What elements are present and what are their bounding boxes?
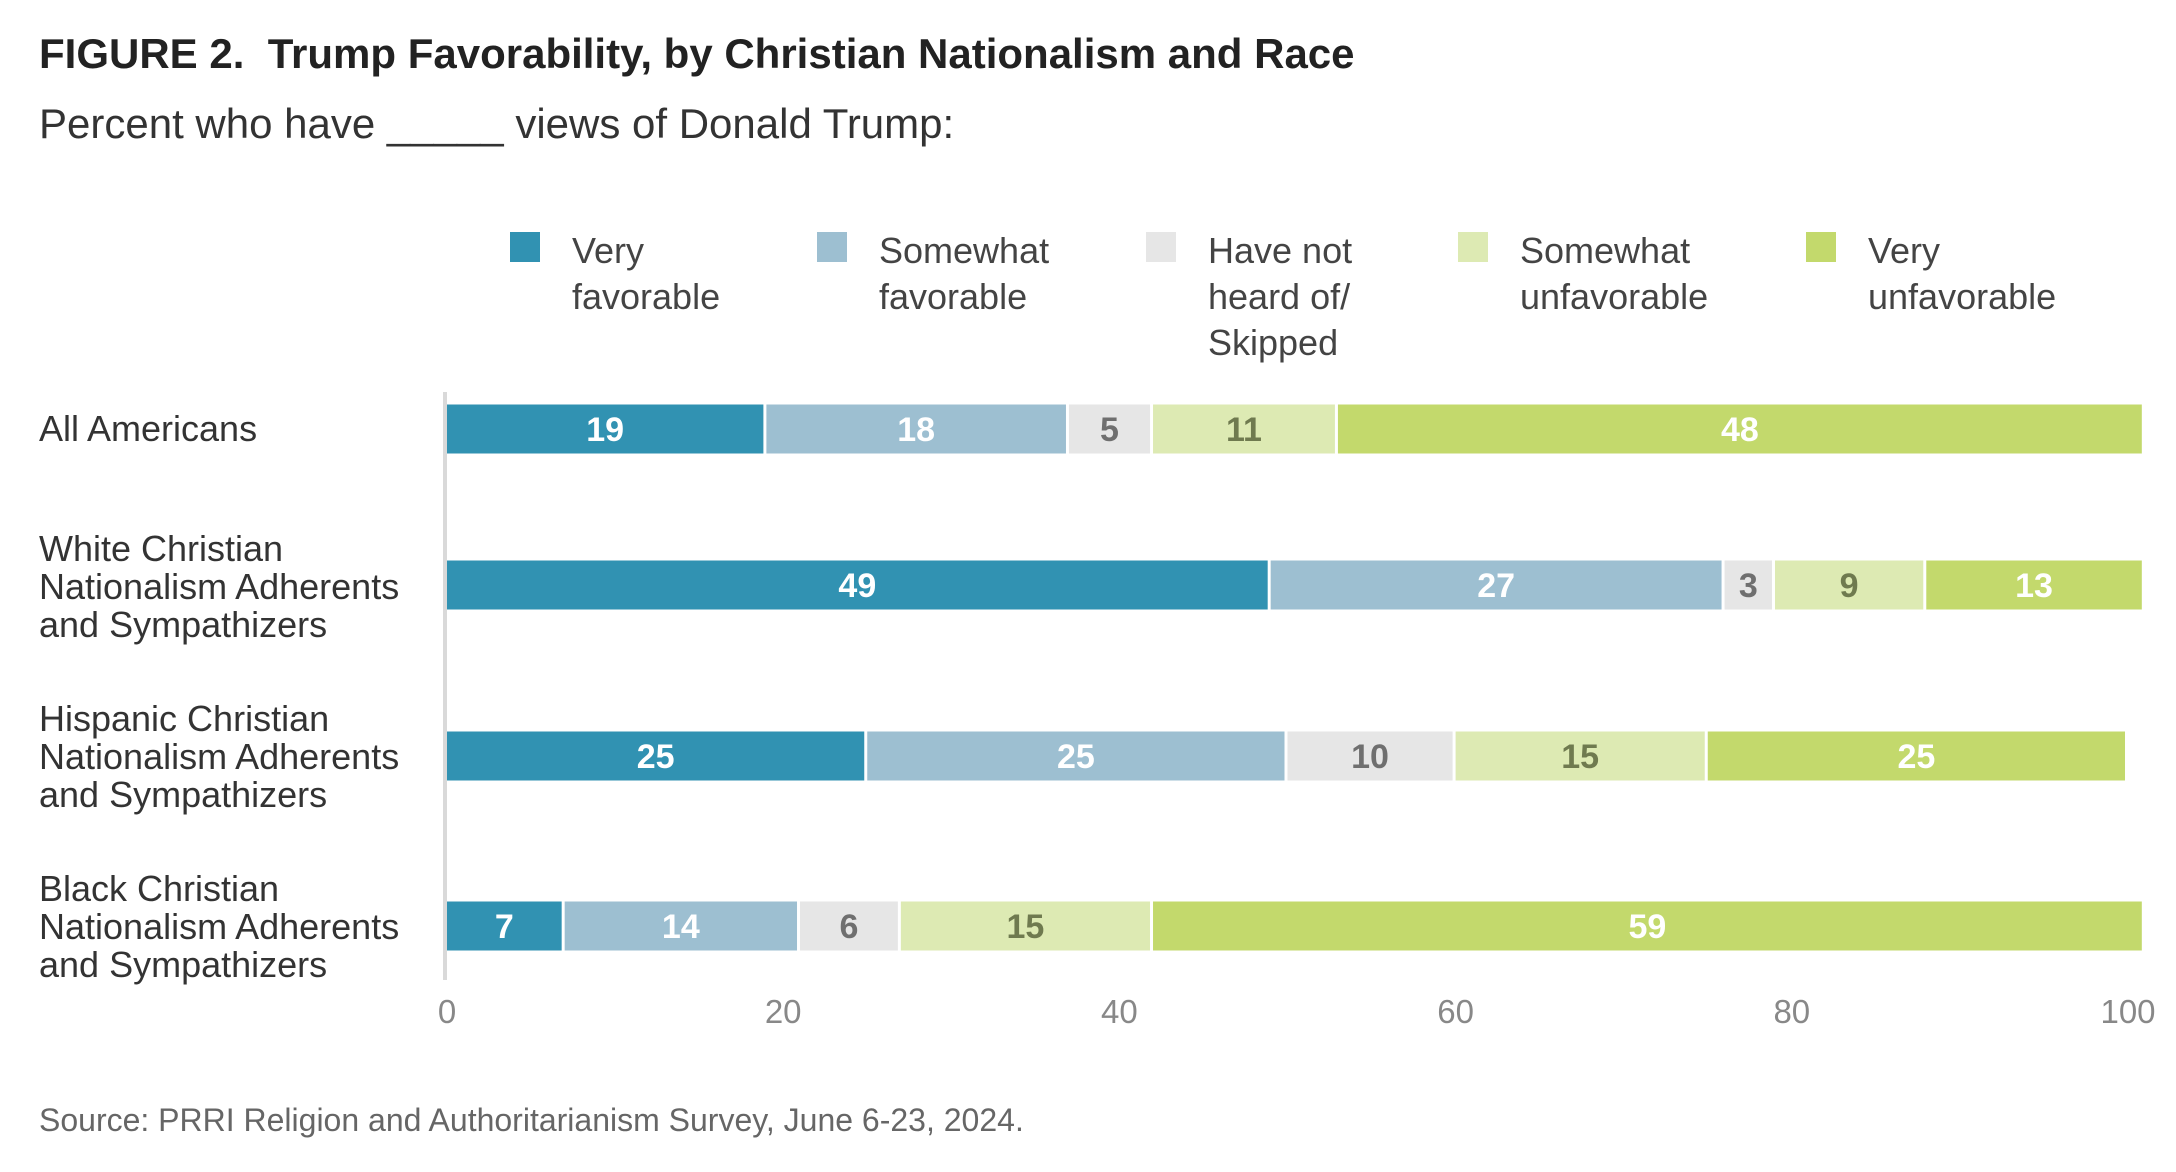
bar-segment xyxy=(1337,404,2142,454)
x-tick-label: 40 xyxy=(1101,993,1138,1030)
data-label: 48 xyxy=(1721,411,1759,449)
category-label: Hispanic Christian Nationalism Adherents… xyxy=(39,698,400,815)
data-label: 6 xyxy=(839,908,858,946)
legend-label: Somewhat favorable xyxy=(879,230,1050,317)
bar-segment xyxy=(800,901,898,951)
data-label: 11 xyxy=(1226,411,1262,449)
legend-label: Very favorable xyxy=(572,230,721,317)
bar-segment xyxy=(867,731,1285,781)
bar-segment xyxy=(1153,404,1335,454)
bar-segment xyxy=(1153,901,2142,951)
legend-label: Somewhat unfavorable xyxy=(1520,230,1709,317)
bar-segment xyxy=(564,901,798,951)
bar-segment xyxy=(900,901,1151,951)
bar-segment xyxy=(447,560,1268,610)
source-note: Source: PRRI Religion and Authoritariani… xyxy=(39,1102,1024,1138)
legend-swatch xyxy=(1806,232,1836,262)
legend-swatch xyxy=(817,232,847,262)
data-label: 25 xyxy=(1057,738,1095,776)
bar-segment xyxy=(1774,560,1924,610)
bar-segment xyxy=(1068,404,1151,454)
bar-segment xyxy=(447,901,562,951)
data-label: 7 xyxy=(495,908,514,946)
data-label: 59 xyxy=(1629,908,1667,946)
data-label: 13 xyxy=(2015,567,2053,605)
legend-label: Very unfavorable xyxy=(1868,230,2057,317)
data-label: 10 xyxy=(1351,738,1389,776)
data-label: 18 xyxy=(897,411,935,449)
data-label: 15 xyxy=(1007,908,1045,946)
x-tick-label: 60 xyxy=(1437,993,1474,1030)
bar-segment xyxy=(447,731,865,781)
bar-segment xyxy=(1724,560,1772,610)
category-label: Black Christian Nationalism Adherents an… xyxy=(39,868,400,985)
x-tick-label: 100 xyxy=(2100,993,2155,1030)
bar-segment xyxy=(1707,731,2125,781)
bar-segment xyxy=(1270,560,1722,610)
x-tick-label: 80 xyxy=(1773,993,1810,1030)
legend-swatch xyxy=(1458,232,1488,262)
legend-swatch xyxy=(510,232,540,262)
chart-title: FIGURE 2. Trump Favorability, by Christi… xyxy=(39,30,1355,77)
legend-label: Have not heard of/ Skipped xyxy=(1208,230,1353,363)
bar-segment xyxy=(447,404,764,454)
category-label: All Americans xyxy=(39,408,258,449)
data-label: 49 xyxy=(838,567,876,605)
bar-segment xyxy=(1455,731,1705,781)
x-tick-label: 0 xyxy=(438,993,456,1030)
data-label: 5 xyxy=(1100,411,1119,449)
legend-swatch xyxy=(1146,232,1176,262)
data-label: 3 xyxy=(1739,567,1758,605)
bar-segment xyxy=(1287,731,1453,781)
data-label: 19 xyxy=(586,411,624,449)
data-label: 25 xyxy=(637,738,675,776)
bar-segment xyxy=(1926,560,2142,610)
x-tick-label: 20 xyxy=(765,993,802,1030)
data-label: 14 xyxy=(662,908,700,946)
data-label: 25 xyxy=(1897,738,1935,776)
data-label: 15 xyxy=(1561,738,1599,776)
data-label: 9 xyxy=(1840,567,1859,605)
chart-subtitle: Percent who have _____ views of Donald T… xyxy=(39,100,955,147)
data-label: 27 xyxy=(1477,567,1515,605)
category-label: White Christian Nationalism Adherents an… xyxy=(39,528,400,645)
bar-segment xyxy=(766,404,1066,454)
